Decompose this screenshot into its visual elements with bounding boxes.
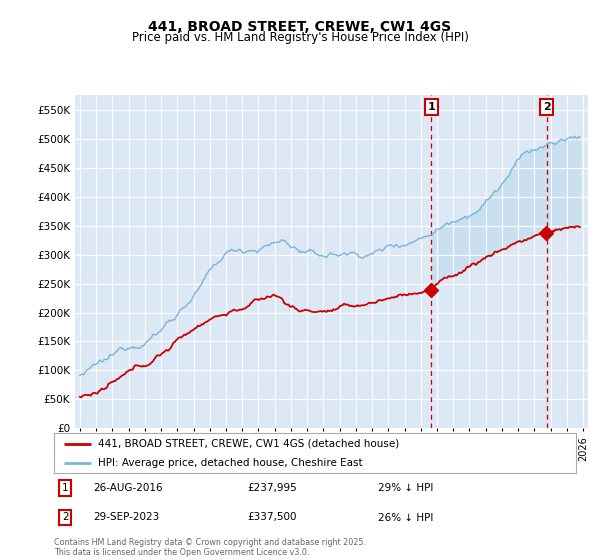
Text: 441, BROAD STREET, CREWE, CW1 4GS (detached house): 441, BROAD STREET, CREWE, CW1 4GS (detac… — [98, 439, 400, 449]
Text: HPI: Average price, detached house, Cheshire East: HPI: Average price, detached house, Ches… — [98, 458, 363, 468]
Text: Price paid vs. HM Land Registry's House Price Index (HPI): Price paid vs. HM Land Registry's House … — [131, 31, 469, 44]
Text: 29% ↓ HPI: 29% ↓ HPI — [377, 483, 433, 493]
Text: £237,995: £237,995 — [247, 483, 297, 493]
Text: 2: 2 — [543, 102, 550, 112]
Text: £337,500: £337,500 — [247, 512, 296, 522]
Text: Contains HM Land Registry data © Crown copyright and database right 2025.
This d: Contains HM Land Registry data © Crown c… — [54, 538, 366, 557]
Text: 1: 1 — [427, 102, 435, 112]
Text: 441, BROAD STREET, CREWE, CW1 4GS: 441, BROAD STREET, CREWE, CW1 4GS — [148, 20, 452, 34]
Text: 26-AUG-2016: 26-AUG-2016 — [93, 483, 163, 493]
Text: 26% ↓ HPI: 26% ↓ HPI — [377, 512, 433, 522]
Text: 1: 1 — [62, 483, 68, 493]
Text: 29-SEP-2023: 29-SEP-2023 — [93, 512, 160, 522]
Text: 2: 2 — [62, 512, 68, 522]
